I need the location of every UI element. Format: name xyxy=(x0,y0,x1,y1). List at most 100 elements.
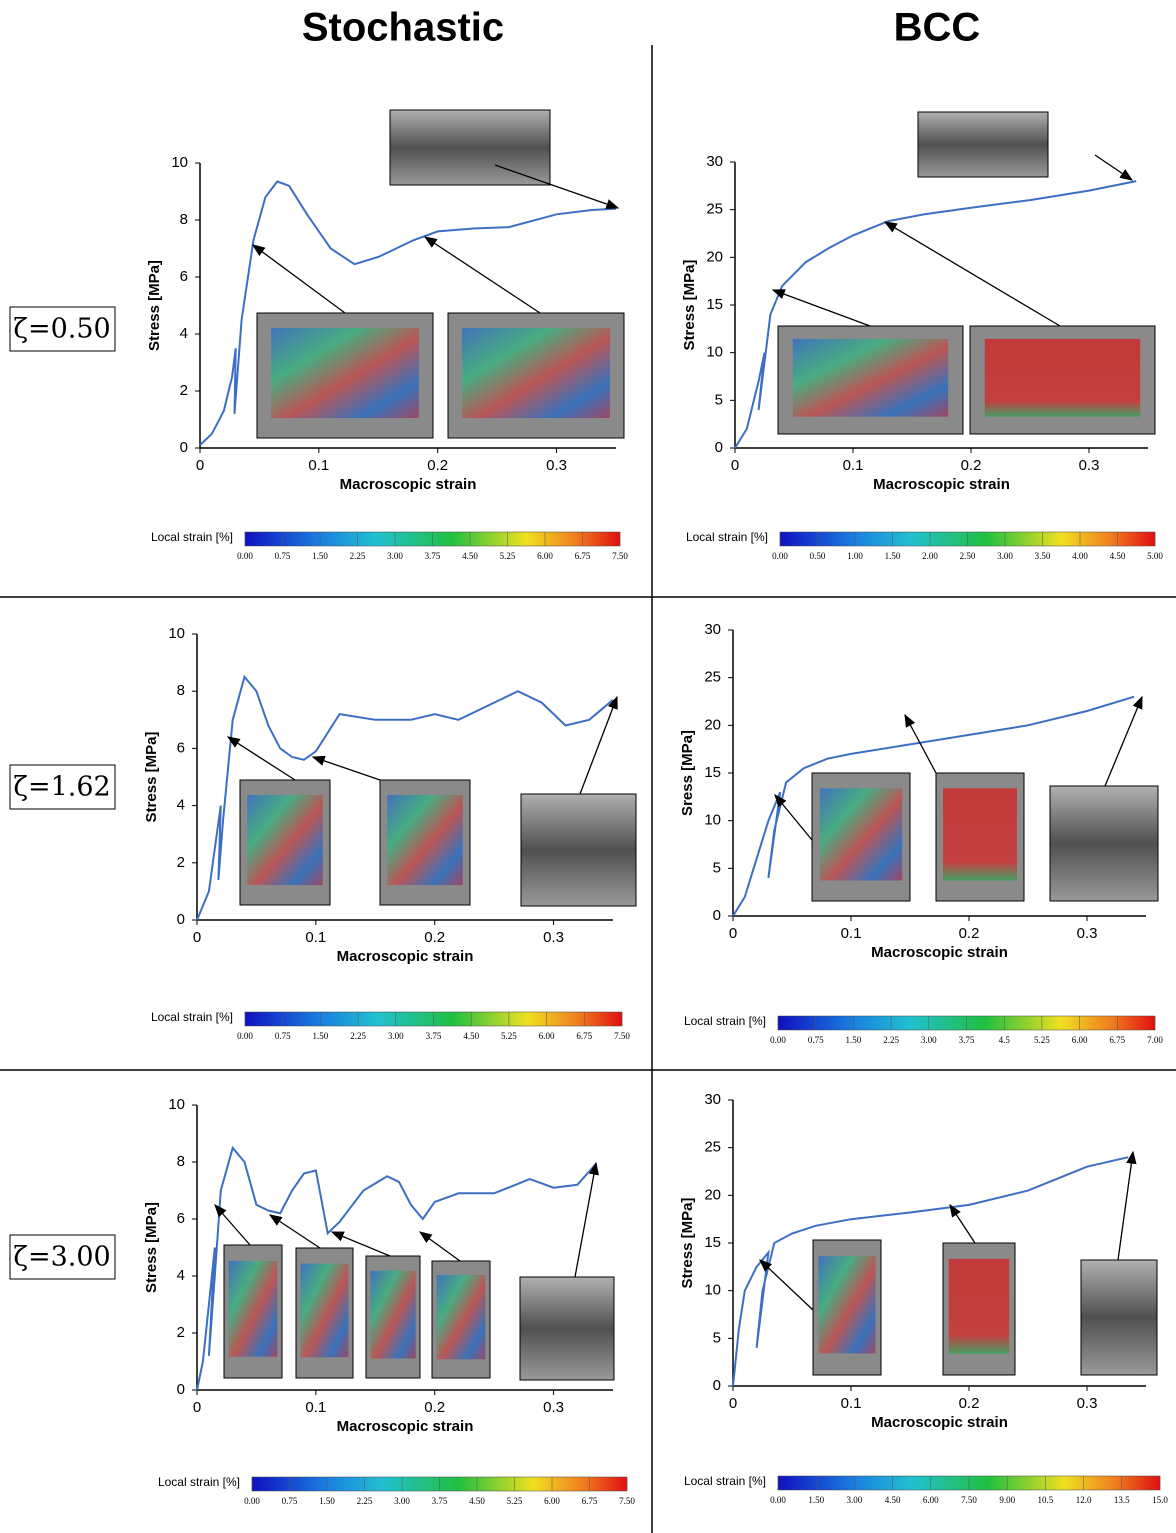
colorbar-label: Local strain [%] xyxy=(684,1474,766,1488)
colorbar-tick-label: 7.50 xyxy=(614,1031,630,1041)
row-label-box xyxy=(9,1234,116,1280)
colorbar-tick-label: 4.50 xyxy=(1110,551,1126,561)
x-axis-label: Macroscopic strain xyxy=(871,944,1008,961)
colorbar-tick-label: 4.50 xyxy=(462,551,478,561)
colorbar-tick-label: 3.00 xyxy=(921,1035,937,1045)
y-axis-label: Stress [MPa] xyxy=(143,1202,160,1293)
y-tick-label: 10 xyxy=(171,154,188,171)
y-tick-label: 6 xyxy=(177,1210,185,1227)
x-tick-label: 0.2 xyxy=(424,929,445,946)
y-tick-label: 5 xyxy=(713,859,721,876)
stress-strain-curve xyxy=(732,695,1135,917)
colorbar-label: Local strain [%] xyxy=(686,530,768,544)
arrow xyxy=(311,755,381,781)
colorbar-tick-label: 7.50 xyxy=(612,551,628,561)
colorbar-label: Local strain [%] xyxy=(151,530,233,544)
y-tick-label: 5 xyxy=(713,1329,721,1346)
y-tick-label: 10 xyxy=(704,1282,721,1299)
inset-strain-field xyxy=(387,795,463,885)
colorbar-tick-label: 3.75 xyxy=(425,551,441,561)
colorbar-tick-label: 4.00 xyxy=(1072,551,1088,561)
colorbar-tick-label: 6.00 xyxy=(544,1496,560,1506)
stress-strain-curve xyxy=(196,1145,596,1391)
y-tick-label: 8 xyxy=(177,1153,185,1170)
inset-photo xyxy=(520,793,637,907)
arrow xyxy=(774,793,813,841)
colorbar-tick-label: 12.0 xyxy=(1076,1495,1092,1505)
x-tick-label: 0.3 xyxy=(1077,925,1098,942)
y-axis-label: Stress [MPa] xyxy=(679,1198,696,1289)
colorbar-tick-label: 0.00 xyxy=(772,551,788,561)
colorbar-tick-label: 2.00 xyxy=(922,551,938,561)
y-tick-label: 0 xyxy=(713,907,721,924)
row-label: ζ=1.62 xyxy=(13,772,110,803)
y-tick-label: 15 xyxy=(704,764,721,781)
inset-photo xyxy=(917,111,1049,178)
y-tick-label: 0 xyxy=(177,911,185,928)
arrow xyxy=(1094,154,1134,181)
x-axis-label: Macroscopic strain xyxy=(340,476,477,493)
arrow xyxy=(759,1259,814,1311)
x-tick-label: 0 xyxy=(193,1399,201,1416)
y-tick-label: 0 xyxy=(180,439,188,456)
x-axis-label: Macroscopic strain xyxy=(337,948,474,965)
x-tick-label: 0.2 xyxy=(424,1399,445,1416)
colorbar-tick-label: 0.75 xyxy=(282,1496,298,1506)
stress-strain-curve xyxy=(732,1156,1129,1387)
y-tick-label: 2 xyxy=(177,1324,185,1341)
colorbar-tick-label: 15.0 xyxy=(1152,1495,1168,1505)
x-tick-label: 0 xyxy=(731,457,739,474)
x-tick-label: 0 xyxy=(729,925,737,942)
inset-strain-field xyxy=(436,1275,486,1360)
x-tick-label: 0.1 xyxy=(308,457,329,474)
y-tick-label: 8 xyxy=(177,682,185,699)
x-tick-label: 0.1 xyxy=(841,925,862,942)
colorbar-tick-label: 6.00 xyxy=(1072,1035,1088,1045)
colorbar-tick-label: 3.00 xyxy=(394,1496,410,1506)
y-tick-label: 0 xyxy=(177,1381,185,1398)
colorbar-tick-label: 3.00 xyxy=(387,551,403,561)
arrow xyxy=(494,164,620,210)
y-tick-label: 25 xyxy=(706,201,723,218)
y-tick-label: 8 xyxy=(180,211,188,228)
inset-strain-field xyxy=(948,1258,1010,1354)
y-tick-label: 6 xyxy=(177,739,185,756)
colorbar-tick-label: 0.75 xyxy=(275,1031,291,1041)
y-axis-label: Stress [MPa] xyxy=(146,260,163,351)
colorbar-tick-label: 6.75 xyxy=(1109,1035,1125,1045)
y-tick-label: 30 xyxy=(704,1091,721,1108)
y-tick-label: 0 xyxy=(715,439,723,456)
arrow xyxy=(214,1204,251,1246)
x-tick-label: 0.3 xyxy=(1077,1395,1098,1412)
colorbar-tick-label: 2.25 xyxy=(883,1035,899,1045)
arrow xyxy=(949,1203,976,1244)
colorbar-tick-label: 0.75 xyxy=(808,1035,824,1045)
y-tick-label: 2 xyxy=(180,382,188,399)
arrow xyxy=(883,221,1061,327)
colorbar-tick-label: 13.5 xyxy=(1114,1495,1130,1505)
y-tick-label: 10 xyxy=(168,1096,185,1113)
row-label: ζ=3.00 xyxy=(13,1242,110,1273)
colorbar-tick-label: 5.00 xyxy=(1147,551,1163,561)
y-tick-label: 20 xyxy=(704,1186,721,1203)
colorbar-tick-label: 4.50 xyxy=(885,1495,901,1505)
x-axis-label: Macroscopic strain xyxy=(871,1414,1008,1431)
x-tick-label: 0.2 xyxy=(427,457,448,474)
colorbar-tick-label: 2.25 xyxy=(350,551,366,561)
colorbar-tick-label: 4.5 xyxy=(999,1035,1011,1045)
inset-photo xyxy=(1049,785,1159,902)
colorbar-tick-label: 0.00 xyxy=(237,1031,253,1041)
colorbar-tick-label: 2.25 xyxy=(357,1496,373,1506)
inset-strain-field xyxy=(943,788,1017,881)
x-tick-label: 0.1 xyxy=(305,1399,326,1416)
colorbar-tick-label: 0.00 xyxy=(770,1035,786,1045)
y-tick-label: 20 xyxy=(704,716,721,733)
colorbar-tick-label: 3.00 xyxy=(388,1031,404,1041)
y-tick-label: 4 xyxy=(177,1267,185,1284)
arrow xyxy=(251,244,346,314)
colorbar-label: Local strain [%] xyxy=(684,1014,766,1028)
y-tick-label: 2 xyxy=(177,854,185,871)
inset-strain-field xyxy=(819,788,903,881)
inset-strain-field xyxy=(228,1260,278,1357)
